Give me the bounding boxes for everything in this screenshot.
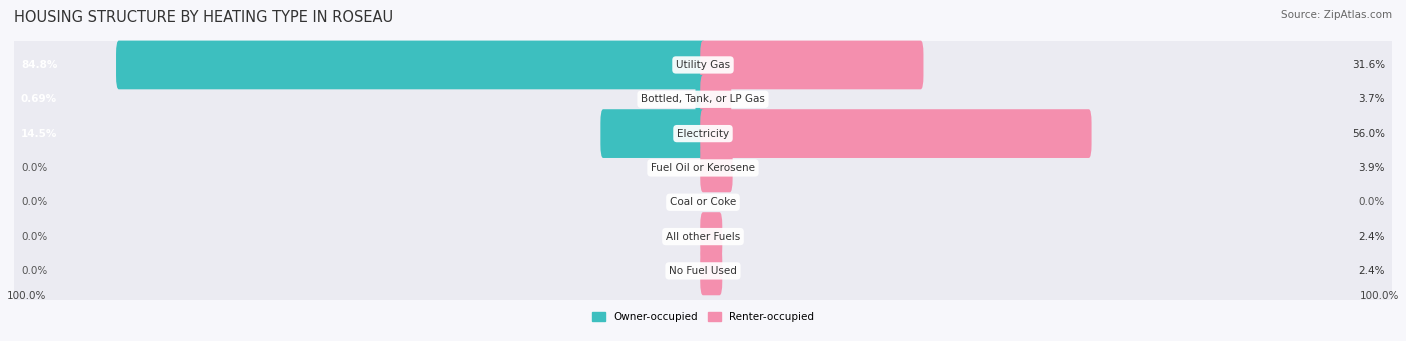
Text: Fuel Oil or Kerosene: Fuel Oil or Kerosene xyxy=(651,163,755,173)
Text: 0.0%: 0.0% xyxy=(21,266,48,276)
FancyBboxPatch shape xyxy=(0,87,1406,181)
Text: 0.0%: 0.0% xyxy=(21,197,48,207)
Text: 0.0%: 0.0% xyxy=(1358,197,1385,207)
FancyBboxPatch shape xyxy=(117,41,706,89)
FancyBboxPatch shape xyxy=(0,18,1406,112)
FancyBboxPatch shape xyxy=(700,212,723,261)
FancyBboxPatch shape xyxy=(600,109,706,158)
Text: HOUSING STRUCTURE BY HEATING TYPE IN ROSEAU: HOUSING STRUCTURE BY HEATING TYPE IN ROS… xyxy=(14,10,394,25)
Text: 0.0%: 0.0% xyxy=(21,163,48,173)
Text: 3.7%: 3.7% xyxy=(1358,94,1385,104)
Text: 2.4%: 2.4% xyxy=(1358,232,1385,241)
Text: 2.4%: 2.4% xyxy=(1358,266,1385,276)
FancyBboxPatch shape xyxy=(0,52,1406,146)
Text: Source: ZipAtlas.com: Source: ZipAtlas.com xyxy=(1281,10,1392,20)
Text: Coal or Coke: Coal or Coke xyxy=(669,197,737,207)
Text: Utility Gas: Utility Gas xyxy=(676,60,730,70)
Text: 0.69%: 0.69% xyxy=(21,94,58,104)
Text: Bottled, Tank, or LP Gas: Bottled, Tank, or LP Gas xyxy=(641,94,765,104)
Text: 0.0%: 0.0% xyxy=(21,232,48,241)
FancyBboxPatch shape xyxy=(700,75,731,124)
Text: 31.6%: 31.6% xyxy=(1353,60,1385,70)
Text: No Fuel Used: No Fuel Used xyxy=(669,266,737,276)
Text: 14.5%: 14.5% xyxy=(21,129,58,138)
FancyBboxPatch shape xyxy=(700,41,924,89)
Text: 100.0%: 100.0% xyxy=(1360,291,1399,301)
Text: Electricity: Electricity xyxy=(676,129,730,138)
FancyBboxPatch shape xyxy=(0,190,1406,284)
FancyBboxPatch shape xyxy=(700,109,1091,158)
Text: 56.0%: 56.0% xyxy=(1353,129,1385,138)
FancyBboxPatch shape xyxy=(700,144,733,192)
FancyBboxPatch shape xyxy=(700,247,723,295)
Text: 3.9%: 3.9% xyxy=(1358,163,1385,173)
FancyBboxPatch shape xyxy=(0,224,1406,318)
Text: All other Fuels: All other Fuels xyxy=(666,232,740,241)
Text: 100.0%: 100.0% xyxy=(7,291,46,301)
Legend: Owner-occupied, Renter-occupied: Owner-occupied, Renter-occupied xyxy=(588,307,818,326)
FancyBboxPatch shape xyxy=(696,75,706,124)
Text: 84.8%: 84.8% xyxy=(21,60,58,70)
FancyBboxPatch shape xyxy=(0,155,1406,249)
FancyBboxPatch shape xyxy=(0,121,1406,215)
